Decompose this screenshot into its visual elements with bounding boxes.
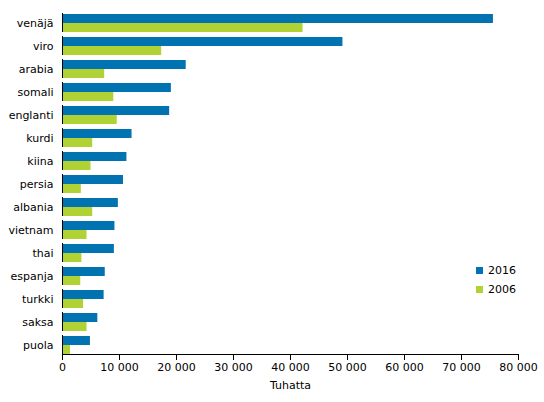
svg-text:60 000: 60 000	[385, 361, 424, 374]
svg-text:arabia: arabia	[19, 63, 54, 76]
svg-text:venäjä: venäjä	[17, 17, 54, 30]
svg-text:puola: puola	[23, 339, 53, 352]
svg-text:thai: thai	[32, 247, 53, 260]
svg-text:40 000: 40 000	[271, 361, 310, 374]
svg-text:turkki: turkki	[22, 293, 54, 306]
svg-text:somali: somali	[17, 86, 53, 99]
html-text:2016: 2016	[488, 264, 516, 277]
svg-text:70 000: 70 000	[442, 361, 481, 374]
svg-text:10 000: 10 000	[100, 361, 139, 374]
svg-text:kurdi: kurdi	[26, 132, 53, 145]
html-text:2006: 2006	[488, 283, 516, 296]
svg-text:50 000: 50 000	[328, 361, 367, 374]
svg-text:albania: albania	[13, 201, 53, 214]
svg-text:espanja: espanja	[11, 270, 54, 283]
svg-text:saksa: saksa	[22, 316, 53, 329]
svg-text:30 000: 30 000	[214, 361, 253, 374]
svg-text:kiina: kiina	[27, 155, 53, 168]
svg-text:viro: viro	[33, 40, 54, 53]
svg-text:20 000: 20 000	[157, 361, 196, 374]
svg-text:Tuhatta: Tuhatta	[269, 379, 311, 392]
svg-text:englanti: englanti	[9, 109, 54, 122]
svg-text:80 000: 80 000	[499, 361, 538, 374]
svg-text:vietnam: vietnam	[8, 224, 53, 237]
svg-text:persia: persia	[20, 178, 54, 191]
svg-text:0: 0	[59, 361, 66, 374]
